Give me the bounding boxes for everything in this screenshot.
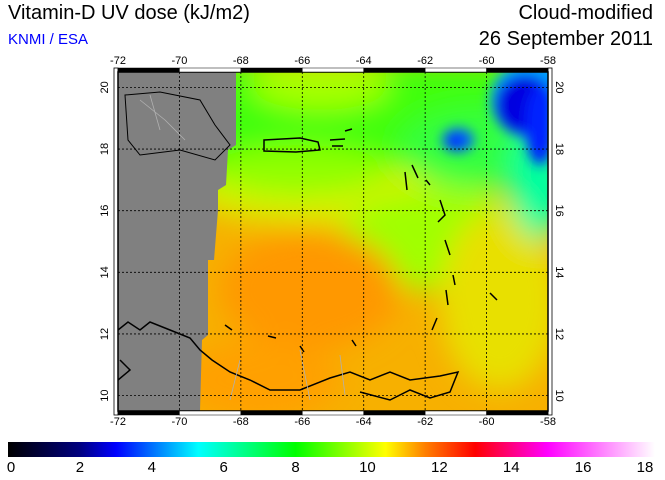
border-segment xyxy=(240,410,303,416)
lat-tick-label: 14 xyxy=(99,266,111,278)
colorbar-label: 14 xyxy=(502,459,520,476)
colorbar xyxy=(8,442,655,457)
lon-tick-label: -62 xyxy=(417,416,433,428)
lat-tick-label: 12 xyxy=(99,328,111,340)
border-segment xyxy=(240,67,303,73)
border-segment xyxy=(424,67,487,73)
lat-tick-label: 16 xyxy=(99,205,111,217)
map-title: Vitamin-D UV dose (kJ/m2) xyxy=(8,2,250,24)
lon-tick-label: -60 xyxy=(479,416,495,428)
map-border-ticks xyxy=(113,67,553,416)
border-segment xyxy=(179,67,242,73)
mode-label: Cloud-modified xyxy=(518,2,653,24)
land-outline-west xyxy=(124,91,231,161)
border-segment xyxy=(302,410,364,416)
lat-tick-label: 18 xyxy=(553,143,565,155)
uv-dose-map: -72 -70 -68 -66 -64 -62 -60 -58 -72 -70 -68 -66 -64 -… xyxy=(99,55,565,428)
border-segment xyxy=(486,410,549,416)
lon-tick-label: -58 xyxy=(540,55,556,67)
dose-field xyxy=(118,72,548,411)
colorbar-label: 6 xyxy=(219,459,228,476)
no-data-land-area xyxy=(118,72,236,411)
colorbar-label: 4 xyxy=(147,459,156,476)
lon-tick-label: -70 xyxy=(171,55,187,67)
border-segment xyxy=(117,410,180,416)
lon-tick-label: -72 xyxy=(110,55,126,67)
lon-tick-label: -66 xyxy=(294,55,310,67)
lat-tick-label: 18 xyxy=(99,143,111,155)
lon-tick-label: -64 xyxy=(356,416,372,428)
border-segment xyxy=(302,67,364,73)
lon-tick-label: -68 xyxy=(233,416,249,428)
lon-tick-label: -66 xyxy=(294,416,310,428)
border-segment xyxy=(486,67,549,73)
lon-tick-label: -62 xyxy=(417,55,433,67)
colorbar-label: 16 xyxy=(574,459,592,476)
border-segment xyxy=(363,410,426,416)
credit-label: KNMI / ESA xyxy=(8,31,89,48)
coastlines xyxy=(118,128,498,401)
border-segment xyxy=(179,410,242,416)
lon-tick-label: -70 xyxy=(171,416,187,428)
colorbar-label: 10 xyxy=(359,459,376,476)
lon-tick-label: -72 xyxy=(110,416,126,428)
date-label: 26 September 2011 xyxy=(478,28,653,50)
colorbar-label: 18 xyxy=(636,459,654,476)
border-segment xyxy=(117,67,180,73)
lat-tick-label: 14 xyxy=(553,266,565,278)
lon-tick-label: -64 xyxy=(356,55,372,67)
colorbar-label: 8 xyxy=(291,459,300,476)
border-segment xyxy=(363,67,426,73)
border-segment xyxy=(424,410,487,416)
lat-tick-label: 12 xyxy=(553,328,565,340)
lat-tick-label: 10 xyxy=(553,389,565,401)
colorbar-label: 12 xyxy=(430,459,448,476)
lon-tick-label: -60 xyxy=(479,55,495,67)
lat-tick-label: 20 xyxy=(99,81,111,93)
colorbar-label: 2 xyxy=(75,459,85,476)
lat-tick-label: 16 xyxy=(553,205,565,217)
lon-tick-label: -68 xyxy=(233,55,249,67)
lon-tick-label: -58 xyxy=(540,416,556,428)
lat-tick-label: 20 xyxy=(553,81,565,93)
colorbar-label: 0 xyxy=(6,459,16,476)
lat-tick-label: 10 xyxy=(99,389,111,401)
